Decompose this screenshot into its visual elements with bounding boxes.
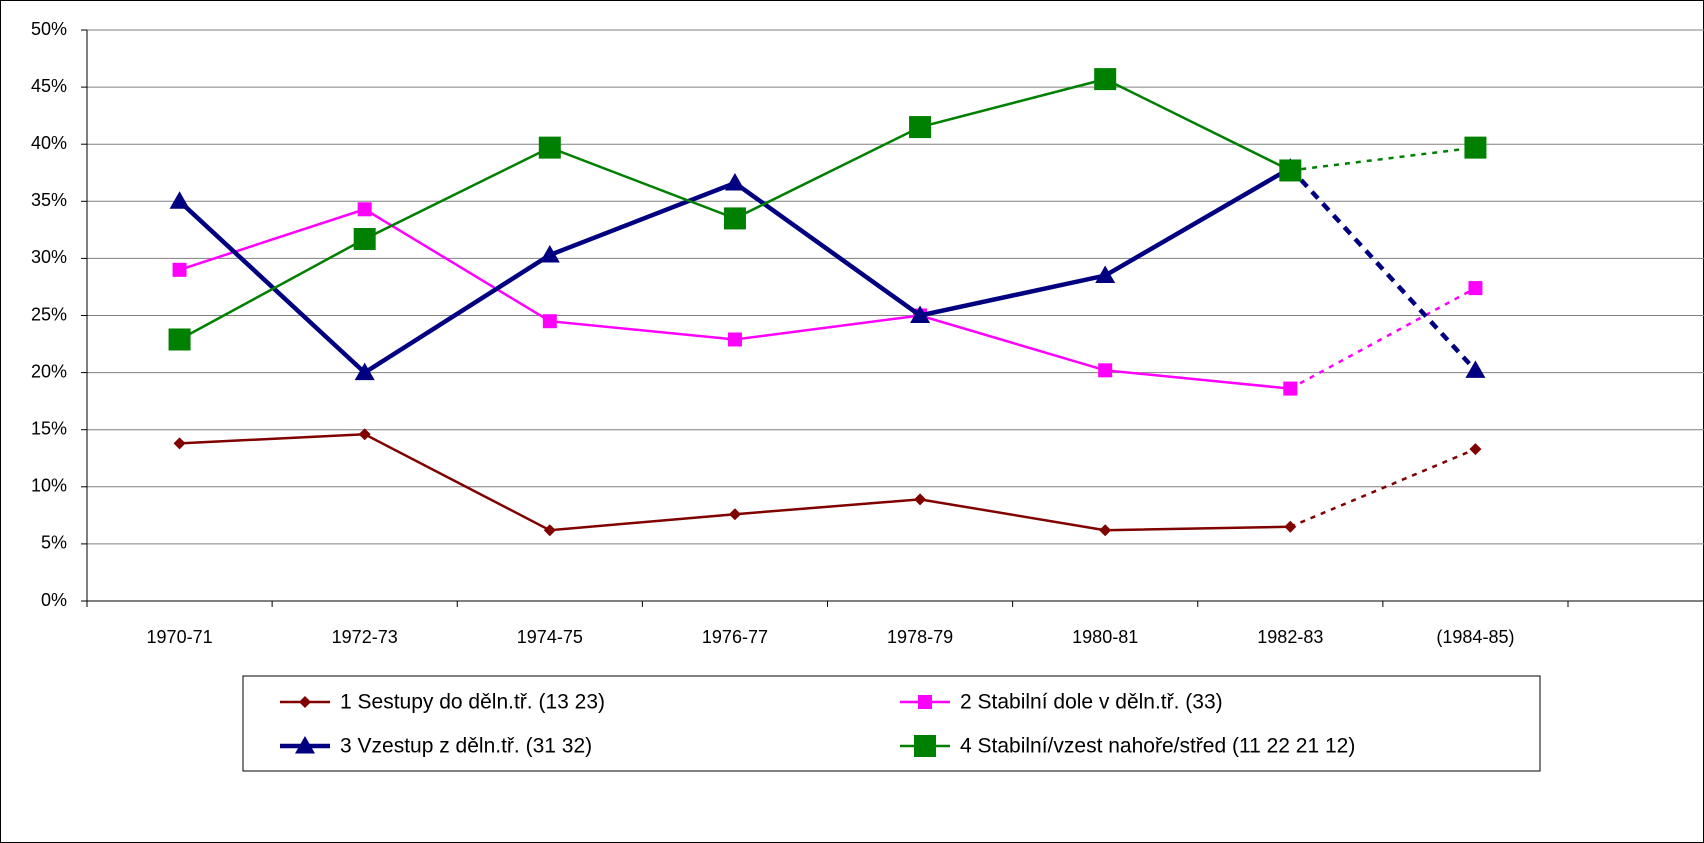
x-tick-label: 1978-79 (887, 627, 953, 647)
y-tick-label: 35% (31, 190, 67, 210)
data-point (1469, 443, 1482, 456)
y-tick-label: 40% (31, 133, 67, 153)
x-tick-label: 1974-75 (517, 627, 583, 647)
data-point (1468, 281, 1483, 296)
y-tick-label: 50% (31, 19, 67, 39)
data-point (1099, 524, 1112, 537)
y-tick-label: 5% (41, 533, 67, 553)
data-point (914, 493, 927, 506)
y-tick-label: 15% (31, 418, 67, 438)
series-line-dotted (1289, 286, 1477, 390)
y-tick-label: 45% (31, 76, 67, 96)
data-point (357, 202, 372, 217)
data-point (358, 428, 371, 441)
legend-label: 2 Stabilní dole v děln.tř. (33) (960, 691, 1223, 714)
legend-label: 3 Vzestup z děln.tř. (31 32) (340, 735, 592, 758)
x-tick-label: 1972-73 (332, 627, 398, 647)
x-tick-label: (1984-85) (1436, 627, 1514, 647)
x-tick-label: 1980-81 (1072, 627, 1138, 647)
data-point (728, 508, 741, 521)
legend-box (242, 675, 1541, 772)
y-tick-label: 10% (31, 476, 67, 496)
data-point (353, 227, 376, 250)
series-line-dotted (1289, 447, 1476, 528)
data-point (1098, 363, 1113, 378)
data-point (354, 362, 375, 381)
y-tick-label: 0% (41, 590, 67, 610)
data-point (1464, 136, 1487, 159)
data-point (543, 524, 556, 537)
legend-label: 4 Stabilní/vzest nahoře/střed (11 22 21 … (960, 735, 1355, 758)
y-tick-label: 20% (31, 361, 67, 381)
data-point (723, 207, 746, 230)
legend-label: 1 Sestupy do děln.tř. (13 23) (340, 691, 605, 714)
y-tick-label: 25% (31, 304, 67, 324)
x-tick-label: 1982-83 (1257, 627, 1323, 647)
data-point (169, 191, 190, 209)
data-point (542, 314, 557, 329)
data-point (1283, 381, 1298, 396)
data-point (909, 116, 932, 139)
data-point (1279, 159, 1302, 182)
data-point (173, 437, 186, 450)
data-point (910, 305, 931, 323)
data-point (727, 332, 742, 347)
data-point (1094, 68, 1117, 91)
x-tick-label: 1970-71 (147, 627, 213, 647)
legend-marker (295, 736, 315, 754)
legend-marker (914, 735, 936, 757)
data-point (1284, 520, 1297, 533)
data-point (539, 244, 560, 263)
series-line-dotted (1288, 166, 1478, 372)
legend-marker (918, 695, 932, 709)
legend-marker (299, 696, 311, 708)
series-line-dotted (1290, 146, 1476, 172)
data-point (538, 136, 561, 159)
data-point (1095, 265, 1116, 284)
data-point (168, 328, 191, 351)
y-tick-label: 30% (31, 247, 67, 267)
data-point (1465, 360, 1486, 378)
x-tick-label: 1976-77 (702, 627, 768, 647)
data-point (724, 173, 745, 191)
data-point (172, 262, 187, 277)
